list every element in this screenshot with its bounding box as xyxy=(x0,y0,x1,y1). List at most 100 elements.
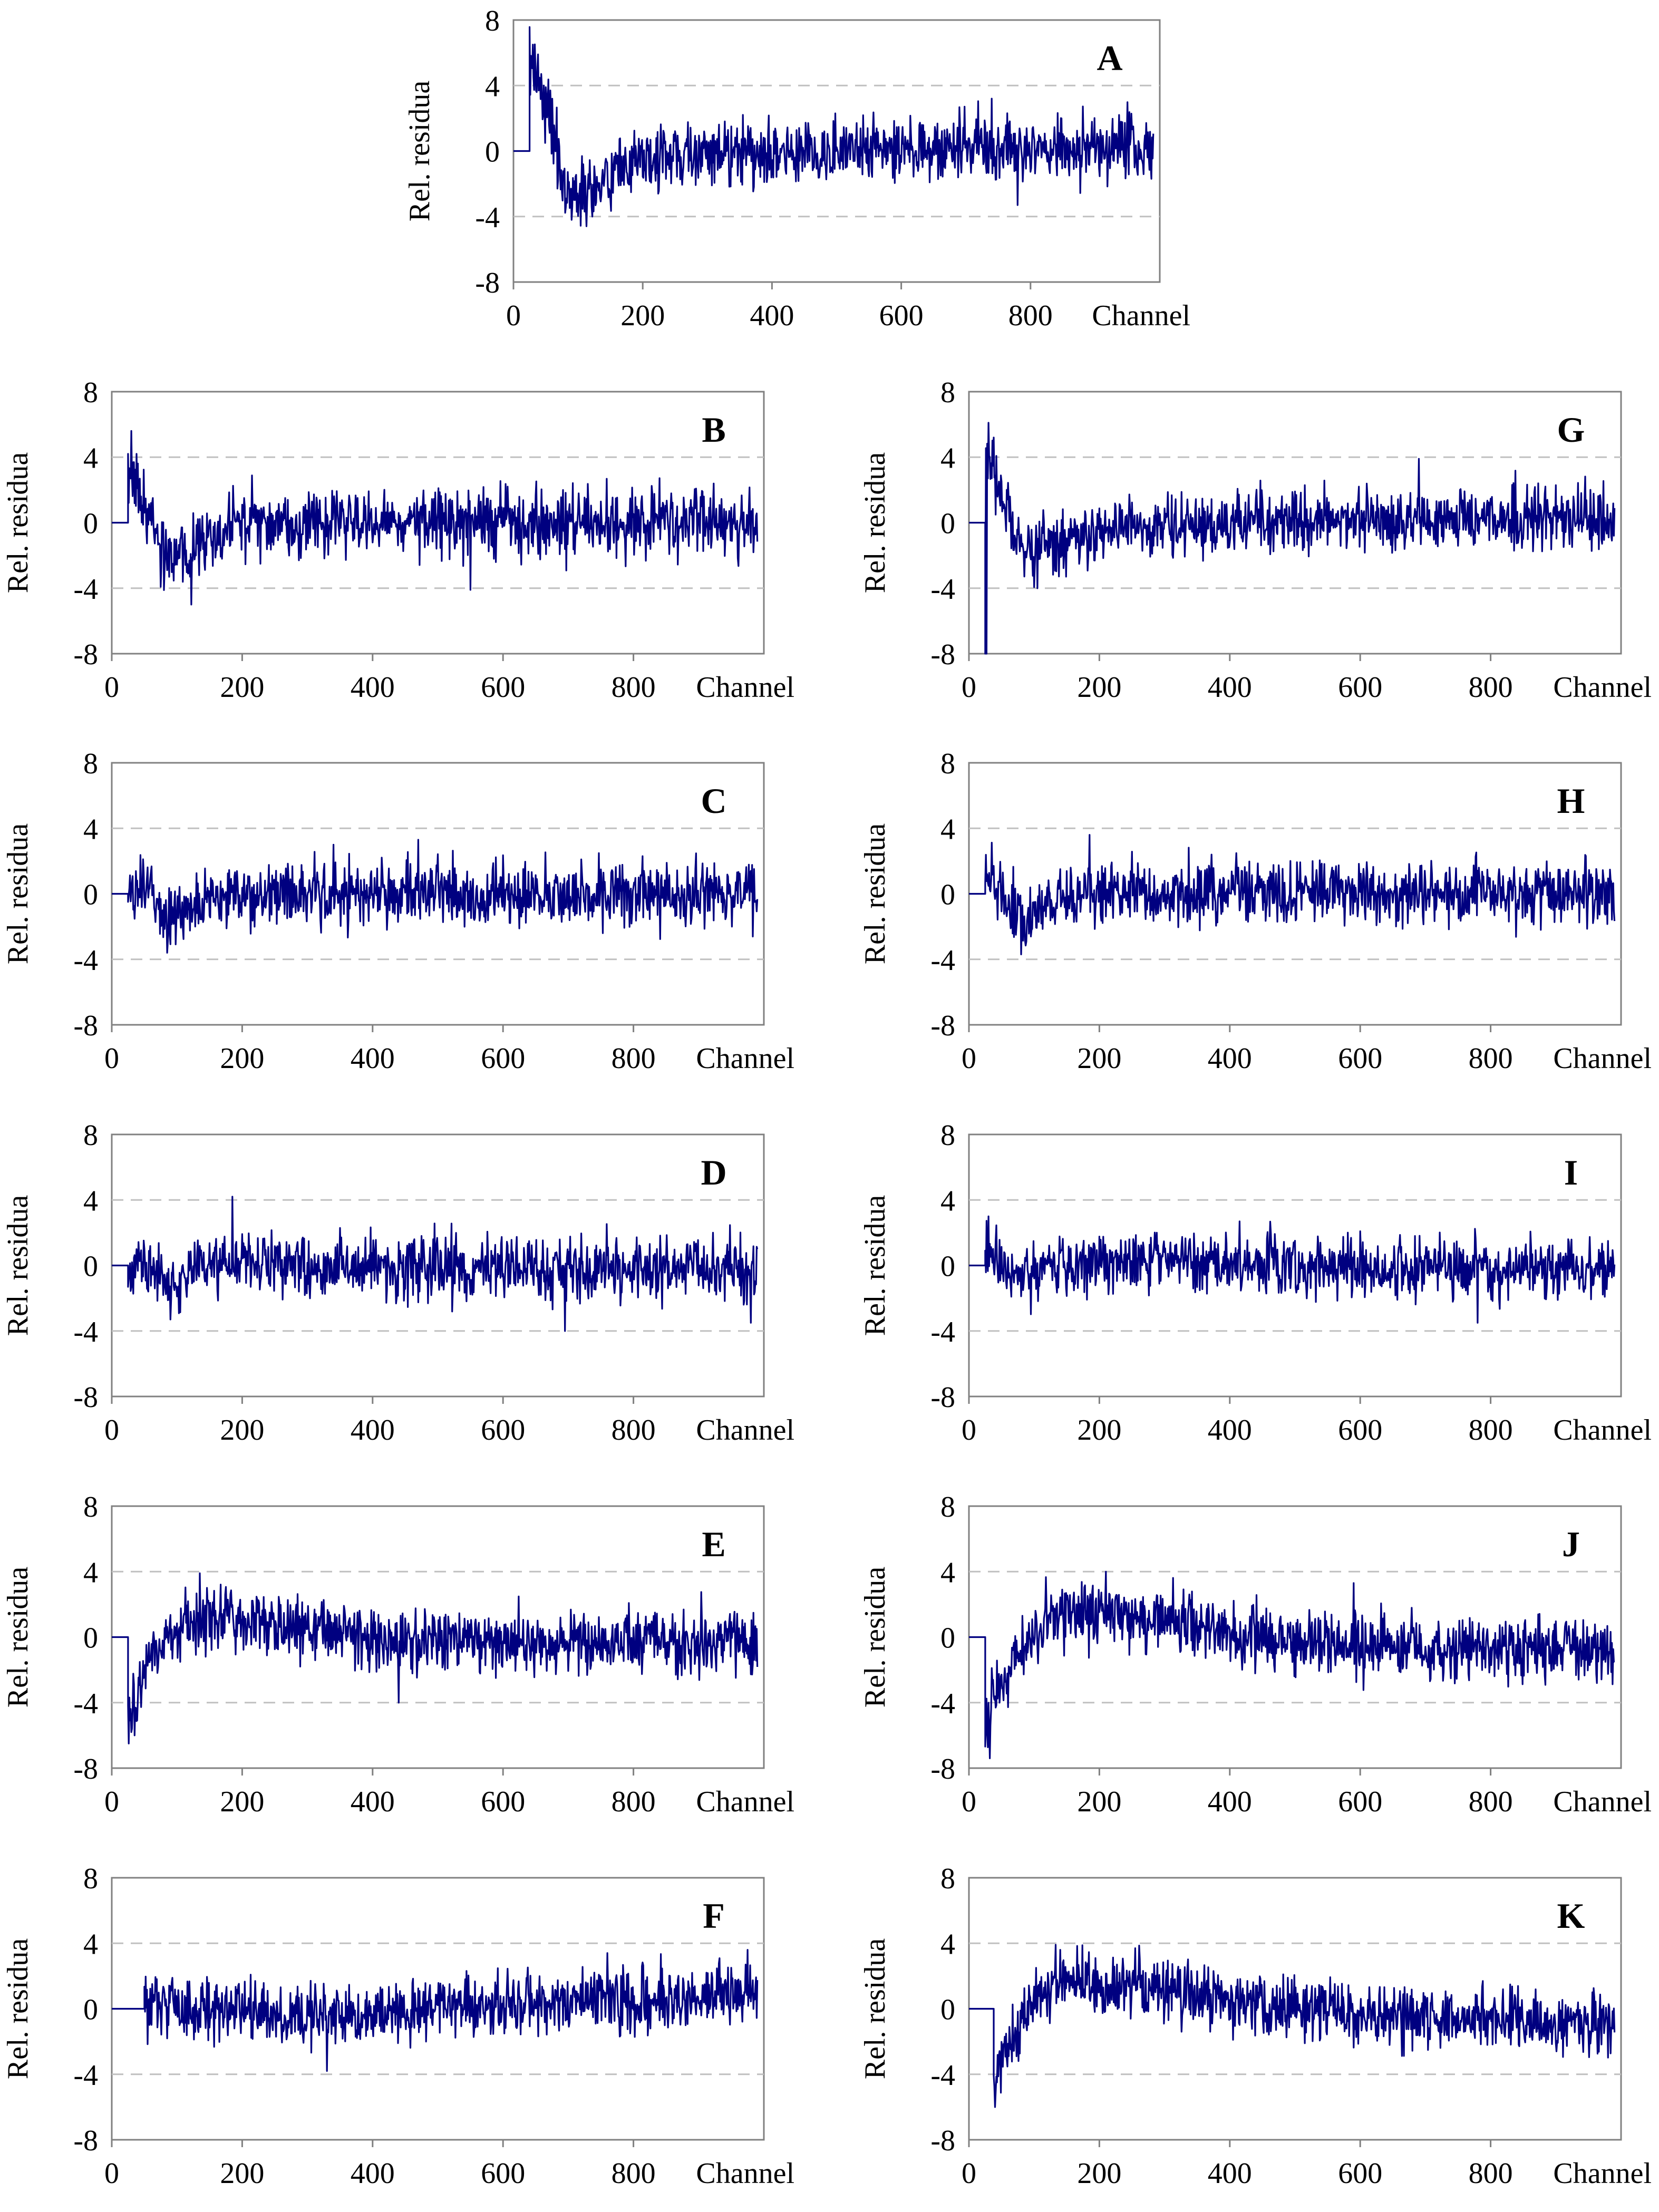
y-tick-label: 8 xyxy=(83,376,98,409)
x-axis-label: Channel xyxy=(696,2157,794,2190)
x-axis-label: Channel xyxy=(696,1786,794,1818)
y-tick-label: 4 xyxy=(83,442,98,474)
y-axis-label: Rel. residua xyxy=(859,1938,891,2080)
x-tick-label: 400 xyxy=(351,2157,395,2190)
panel-f: 0 200 400 600 800 Channel 8 4 0 -4 -8 Rel. residua F xyxy=(2,1862,794,2190)
y-tick-label: -4 xyxy=(930,1687,955,1720)
x-tick-label: 400 xyxy=(351,1786,395,1818)
residual-series-line xyxy=(969,422,1616,655)
x-tick-label: 400 xyxy=(351,1042,395,1075)
x-tick-label: 200 xyxy=(1077,2157,1121,2190)
x-tick-label: 200 xyxy=(620,299,665,332)
panel-label: D xyxy=(701,1152,726,1192)
y-tick-label: -4 xyxy=(475,201,500,234)
y-tick-label: 0 xyxy=(83,879,98,911)
y-tick-label: -4 xyxy=(73,1687,98,1720)
y-axis-label: Rel. residua xyxy=(2,1195,34,1336)
y-axis-label: Rel. residua xyxy=(859,1195,891,1336)
x-tick-label: 400 xyxy=(351,1414,395,1447)
panel-h: 0 200 400 600 800 Channel 8 4 0 -4 -8 Rel. residua H xyxy=(859,748,1652,1075)
panel-d: 0 200 400 600 800 Channel 8 4 0 -4 -8 Rel. residua D xyxy=(2,1119,794,1447)
x-tick-label: 200 xyxy=(1077,1042,1121,1075)
y-tick-label: -8 xyxy=(73,2124,98,2157)
x-axis-label: Channel xyxy=(696,671,794,704)
y-axis-label: Rel. residua xyxy=(859,452,891,594)
x-axis-label: Channel xyxy=(1553,2157,1652,2190)
x-tick-label: 400 xyxy=(351,671,395,704)
panel-label: F xyxy=(703,1896,725,1936)
y-tick-label: -8 xyxy=(475,267,500,299)
y-tick-label: 0 xyxy=(83,1622,98,1655)
x-tick-label: 400 xyxy=(1208,671,1252,704)
panel-b: 0 200 400 600 800 Channel 8 4 0 -4 -8 Rel. residua B xyxy=(2,376,794,704)
y-axis-label: Rel. residua xyxy=(2,452,34,594)
y-tick-label: -8 xyxy=(930,2124,955,2157)
x-tick-label: 600 xyxy=(879,299,924,332)
y-tick-label: 8 xyxy=(940,1491,955,1524)
x-tick-label: 0 xyxy=(962,1786,976,1818)
x-tick-label: 200 xyxy=(220,1042,264,1075)
x-tick-label: 0 xyxy=(962,2157,976,2190)
x-tick-label: 800 xyxy=(1469,2157,1513,2190)
y-tick-label: 8 xyxy=(940,376,955,409)
panel-c: 0 200 400 600 800 Channel 8 4 0 -4 -8 Rel. residua C xyxy=(2,748,794,1075)
y-tick-label: -4 xyxy=(930,573,955,606)
y-tick-label: -8 xyxy=(73,638,98,671)
x-tick-label: 400 xyxy=(1208,1786,1252,1818)
y-axis-label: Rel. residua xyxy=(859,823,891,965)
x-tick-label: 800 xyxy=(612,1786,656,1818)
residual-series-line xyxy=(112,430,759,606)
x-tick-label: 200 xyxy=(220,1414,264,1447)
x-tick-label: 0 xyxy=(104,2157,119,2190)
y-tick-label: 0 xyxy=(940,1994,955,2026)
y-tick-label: -4 xyxy=(73,2059,98,2092)
panel-label: E xyxy=(702,1524,725,1564)
x-tick-label: 800 xyxy=(612,671,656,704)
x-tick-label: 200 xyxy=(220,671,264,704)
y-tick-label: 4 xyxy=(83,1928,98,1961)
panel-label: B xyxy=(702,410,725,450)
y-tick-label: -8 xyxy=(930,1753,955,1786)
y-tick-label: 4 xyxy=(485,70,500,103)
x-tick-label: 200 xyxy=(220,1786,264,1818)
y-axis-label: Rel. residua xyxy=(2,823,34,965)
x-tick-label: 400 xyxy=(1208,1414,1252,1447)
residual-series-line xyxy=(969,834,1616,955)
residual-series-line xyxy=(112,1196,759,1332)
y-tick-label: 8 xyxy=(940,1862,955,1895)
x-tick-label: 200 xyxy=(1077,671,1121,704)
y-tick-label: 0 xyxy=(485,136,500,169)
x-tick-label: 0 xyxy=(962,1414,976,1447)
y-tick-label: 8 xyxy=(485,5,500,37)
y-tick-label: -8 xyxy=(73,1381,98,1414)
x-tick-label: 800 xyxy=(612,1414,656,1447)
x-axis-label: Channel xyxy=(696,1042,794,1075)
x-tick-label: 600 xyxy=(481,671,525,704)
panel-label: C xyxy=(701,781,726,821)
x-tick-label: 200 xyxy=(1077,1786,1121,1818)
y-tick-label: 4 xyxy=(83,1556,98,1589)
panel-label: H xyxy=(1557,781,1585,821)
panel-e: 0 200 400 600 800 Channel 8 4 0 -4 -8 Rel. residua E xyxy=(2,1491,794,1818)
y-tick-label: 0 xyxy=(940,1622,955,1655)
y-tick-label: 8 xyxy=(83,748,98,780)
x-tick-label: 0 xyxy=(104,671,119,704)
residual-series-line xyxy=(112,1949,759,2072)
x-tick-label: 600 xyxy=(1338,1042,1382,1075)
residual-series-line xyxy=(969,1944,1616,2108)
y-tick-label: -4 xyxy=(930,1316,955,1348)
y-tick-label: -8 xyxy=(930,1010,955,1042)
y-tick-label: 4 xyxy=(940,813,955,846)
x-tick-label: 600 xyxy=(481,2157,525,2190)
panel-label: G xyxy=(1557,410,1585,450)
x-tick-label: 400 xyxy=(1208,2157,1252,2190)
y-tick-label: 8 xyxy=(940,1119,955,1152)
x-axis-label: Channel xyxy=(696,1414,794,1447)
y-tick-label: 8 xyxy=(83,1862,98,1895)
x-tick-label: 600 xyxy=(481,1042,525,1075)
x-tick-label: 0 xyxy=(506,299,521,332)
x-axis-label: Channel xyxy=(1553,1786,1652,1818)
y-tick-label: 4 xyxy=(940,1185,955,1217)
y-tick-label: -4 xyxy=(930,944,955,977)
